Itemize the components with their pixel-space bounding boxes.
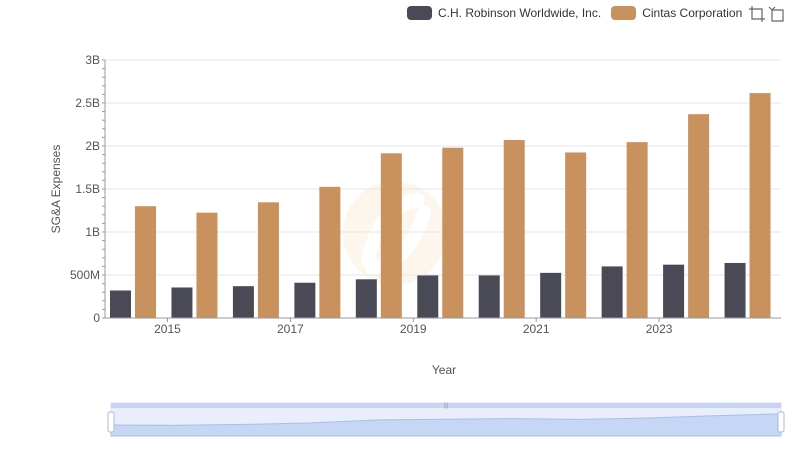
bar-cintas-2015[interactable] xyxy=(196,212,218,318)
x-tick-label: 2023 xyxy=(646,322,673,336)
bar-ch-robinson-2021[interactable] xyxy=(540,272,562,318)
bar-ch-robinson-2022[interactable] xyxy=(601,266,623,318)
bar-ch-robinson-2018[interactable] xyxy=(355,279,377,318)
datazoom-top-bar[interactable] xyxy=(111,403,781,408)
bar-cintas-2024[interactable] xyxy=(749,93,771,318)
y-tick-label: 2.5B xyxy=(75,96,100,110)
y-axis-title: SG&A Expenses xyxy=(49,145,63,234)
bar-cintas-2023[interactable] xyxy=(688,114,710,319)
y-tick-label: 500M xyxy=(70,268,100,282)
y-tick-label: 3B xyxy=(85,53,100,67)
legend: C.H. Robinson Worldwide, Inc. Cintas Cor… xyxy=(407,4,752,22)
legend-item-ch-robinson[interactable]: C.H. Robinson Worldwide, Inc. xyxy=(407,6,601,20)
bar-cintas-2016[interactable] xyxy=(257,202,279,318)
x-tick-label: 2021 xyxy=(523,322,550,336)
bar-cintas-2020[interactable] xyxy=(503,139,525,318)
bar-ch-robinson-2014[interactable] xyxy=(110,290,131,318)
x-axis-title: Year xyxy=(432,363,456,377)
y-tick-label: 1B xyxy=(85,225,100,239)
bar-cintas-2019[interactable] xyxy=(442,147,464,318)
bar-ch-robinson-2017[interactable] xyxy=(294,282,316,318)
toolbox xyxy=(746,5,786,23)
bar-ch-robinson-2020[interactable] xyxy=(478,275,500,318)
y-tick-label: 0 xyxy=(93,311,100,325)
bar-ch-robinson-2023[interactable] xyxy=(663,264,685,318)
axes: 0 500M 1B 1.5B 2B 2.5B 3B 2015 2017 2019 2021 2023 xyxy=(70,53,781,336)
y-tick-label: 2B xyxy=(85,139,100,153)
bars xyxy=(110,93,771,319)
legend-label-cintas: Cintas Corporation xyxy=(642,6,743,20)
bar-cintas-2021[interactable] xyxy=(565,152,587,318)
zoom-icon[interactable] xyxy=(748,5,766,23)
bar-ch-robinson-2024[interactable] xyxy=(724,262,746,318)
bar-cintas-2022[interactable] xyxy=(626,142,648,318)
legend-swatch-cintas xyxy=(611,6,637,20)
bar-cintas-2014[interactable] xyxy=(135,206,156,318)
bar-ch-robinson-2015[interactable] xyxy=(171,287,193,318)
y-tick-label: 1.5B xyxy=(75,182,100,196)
datazoom-left-handle[interactable] xyxy=(107,411,115,433)
datazoom-drag-handle[interactable]: ||| xyxy=(444,403,449,409)
x-tick-label: 2015 xyxy=(154,322,181,336)
bar-cintas-2017[interactable] xyxy=(319,186,341,318)
x-tick-label: 2019 xyxy=(400,322,427,336)
restore-icon[interactable] xyxy=(768,5,786,23)
bar-ch-robinson-2016[interactable] xyxy=(232,286,254,318)
bar-ch-robinson-2019[interactable] xyxy=(417,275,439,318)
datazoom-right-handle[interactable] xyxy=(777,411,785,433)
x-tick-label: 2017 xyxy=(277,322,304,336)
bar-cintas-2018[interactable] xyxy=(380,153,402,318)
legend-swatch-ch-robinson xyxy=(407,6,432,20)
datazoom-preview-area xyxy=(110,413,782,437)
datazoom-slider[interactable]: ||| xyxy=(107,402,785,437)
legend-item-cintas[interactable]: Cintas Corporation xyxy=(611,6,742,20)
legend-label-ch-robinson: C.H. Robinson Worldwide, Inc. xyxy=(438,6,602,20)
